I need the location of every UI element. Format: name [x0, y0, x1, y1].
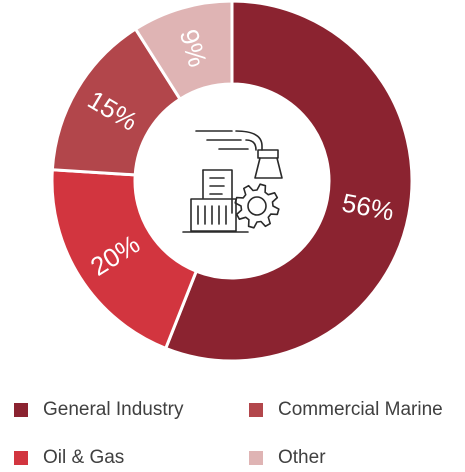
slice-general-industry	[163, 0, 414, 363]
industrial-factory-gear-icon	[182, 130, 283, 233]
slice-oil-gas	[50, 168, 199, 351]
donut-slices	[50, 0, 414, 363]
slice-other	[133, 0, 234, 102]
